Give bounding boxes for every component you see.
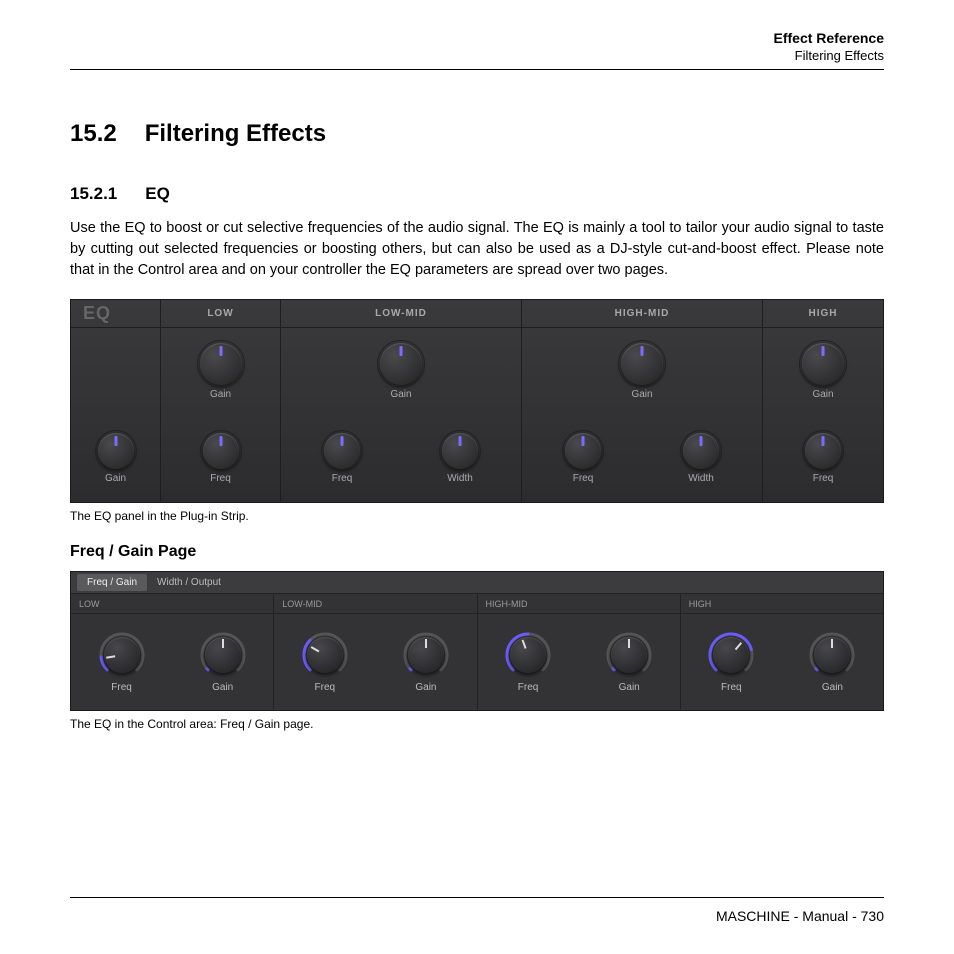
ctrl-freq-knob[interactable]: Freq: [302, 632, 348, 693]
knob-label: Gain: [822, 682, 843, 693]
eq-band-header-highmid: HIGH-MID: [522, 300, 762, 328]
section-number: 15.2: [70, 120, 117, 147]
ctrl-gain-knob[interactable]: Gain: [403, 632, 449, 693]
tab-width-output[interactable]: Width / Output: [147, 574, 231, 591]
eq-lowmid-width-knob[interactable]: Width: [442, 433, 478, 484]
eq-control-area-panel: Freq / Gain Width / Output LOW LOW-MID H…: [70, 571, 884, 711]
ctrl-freq-knob[interactable]: Freq: [708, 632, 754, 693]
control-tabs: Freq / Gain Width / Output: [71, 572, 883, 594]
panel1-caption: The EQ panel in the Plug-in Strip.: [70, 509, 884, 523]
footer-rule: [70, 897, 884, 898]
knob-label: Gain: [390, 389, 411, 400]
ctrl-freq-knob[interactable]: Freq: [99, 632, 145, 693]
knob-label: Gain: [812, 389, 833, 400]
eq-band-header-high: HIGH: [763, 300, 883, 328]
eq-highmid-freq-knob[interactable]: Freq: [565, 433, 601, 484]
section-heading: 15.2 Filtering Effects: [70, 120, 884, 148]
knob-label: Freq: [573, 473, 594, 484]
subsection-heading: 15.2.1 EQ: [70, 184, 884, 204]
eq-band-lowmid: LOW-MID Gain Freq Width: [281, 300, 522, 502]
eq-master-gain-knob[interactable]: Gain: [98, 433, 134, 484]
header-rule: [70, 69, 884, 70]
ctrl-gain-knob[interactable]: Gain: [606, 632, 652, 693]
body-paragraph: Use the EQ to boost or cut selective fre…: [70, 218, 884, 281]
knob-label: Freq: [315, 682, 336, 693]
eq-highmid-gain-knob[interactable]: Gain: [621, 343, 663, 400]
eq-panel-title: EQ: [71, 300, 160, 328]
ctrl-gain-knob[interactable]: Gain: [809, 632, 855, 693]
knob-label: Freq: [813, 473, 834, 484]
knob-label: Freq: [518, 682, 539, 693]
eq-band-low: LOW Gain Freq: [161, 300, 281, 502]
knob-label: Gain: [212, 682, 233, 693]
eq-lowmid-gain-knob[interactable]: Gain: [380, 343, 422, 400]
ctrl-band-label-highmid: HIGH-MID: [478, 594, 681, 613]
ctrl-band: Freq Gain: [681, 614, 883, 710]
eq-high-gain-knob[interactable]: Gain: [802, 343, 844, 400]
panel2-caption: The EQ in the Control area: Freq / Gain …: [70, 717, 884, 731]
knob-label: Gain: [631, 389, 652, 400]
knob-label: Freq: [332, 473, 353, 484]
eq-low-freq-knob[interactable]: Freq: [203, 433, 239, 484]
ctrl-band-label-lowmid: LOW-MID: [274, 594, 477, 613]
ctrl-gain-knob[interactable]: Gain: [200, 632, 246, 693]
ctrl-band: Freq Gain: [71, 614, 274, 710]
control-knob-row: Freq Gain Freq: [71, 614, 883, 710]
eq-band-high: HIGH Gain Freq: [763, 300, 883, 502]
subsection-number: 15.2.1: [70, 184, 117, 203]
eq-panel-left-column: EQ Gain: [71, 300, 161, 502]
ctrl-band-label-low: LOW: [71, 594, 274, 613]
knob-label: Width: [447, 473, 473, 484]
eq-lowmid-freq-knob[interactable]: Freq: [324, 433, 360, 484]
freq-gain-subhead: Freq / Gain Page: [70, 543, 884, 561]
footer-text: MASCHINE - Manual - 730: [70, 908, 884, 924]
knob-label: Freq: [210, 473, 231, 484]
tab-freq-gain[interactable]: Freq / Gain: [77, 574, 147, 591]
eq-plugin-strip-panel: EQ Gain LOW Gain Freq: [70, 299, 884, 503]
knob-label: Freq: [721, 682, 742, 693]
knob-label: Width: [688, 473, 714, 484]
eq-low-gain-knob[interactable]: Gain: [200, 343, 242, 400]
knob-label: Gain: [210, 389, 231, 400]
ctrl-band: Freq Gain: [478, 614, 681, 710]
ctrl-band: Freq Gain: [274, 614, 477, 710]
ctrl-freq-knob[interactable]: Freq: [505, 632, 551, 693]
eq-band-header-low: LOW: [161, 300, 280, 328]
knob-label: Gain: [619, 682, 640, 693]
knob-label-gain: Gain: [105, 473, 126, 484]
ctrl-band-label-high: HIGH: [681, 594, 883, 613]
header-title: Effect Reference: [70, 30, 884, 46]
knob-label: Gain: [415, 682, 436, 693]
section-title: Filtering Effects: [145, 120, 326, 147]
control-band-headers: LOW LOW-MID HIGH-MID HIGH: [71, 594, 883, 614]
eq-band-header-lowmid: LOW-MID: [281, 300, 521, 328]
header-subtitle: Filtering Effects: [70, 48, 884, 63]
eq-band-highmid: HIGH-MID Gain Freq Width: [522, 300, 763, 502]
eq-high-freq-knob[interactable]: Freq: [805, 433, 841, 484]
subsection-title: EQ: [145, 184, 170, 203]
eq-highmid-width-knob[interactable]: Width: [683, 433, 719, 484]
knob-label: Freq: [111, 682, 132, 693]
